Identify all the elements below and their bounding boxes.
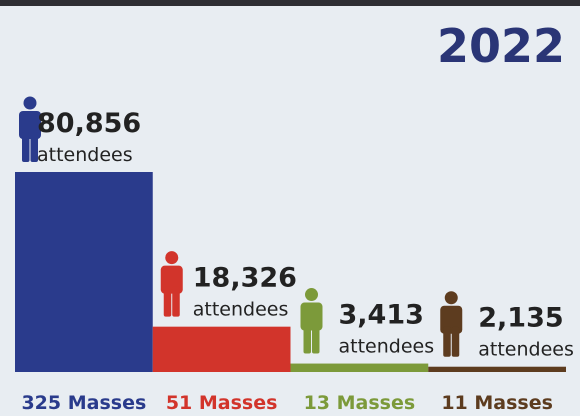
bar [15,172,153,372]
top-band [0,0,580,6]
bar [428,366,566,372]
icon-leg [451,326,460,357]
value-label: 18,326 [193,263,297,294]
unit-label: attendees [37,144,133,166]
icon-head [23,96,37,110]
value-label: 80,856 [37,108,141,139]
icon-head [305,288,318,302]
person-icon [300,288,323,354]
icon-leg [443,326,451,357]
icon-leg [172,286,180,317]
unit-label: attendees [339,336,435,358]
icon-head [444,291,458,305]
category-label: 13 Masses [304,392,416,414]
unit-label: attendees [193,299,289,321]
unit-label: attendees [478,339,574,361]
icon-leg [163,286,172,317]
bar [152,326,291,372]
category-label: 11 Masses [441,392,553,414]
person-icon [160,251,183,317]
icon-leg [303,323,311,354]
category-label: 51 Masses [166,392,278,414]
icon-leg [312,323,320,354]
category-label: 325 Masses [21,392,146,414]
value-label: 2,135 [478,303,563,334]
person-icon [19,96,41,162]
bar [290,363,429,372]
icon-head [165,251,179,265]
chart-title: 2022 [437,19,565,73]
icon-leg [22,132,30,162]
person-icon [440,291,463,357]
icon-leg [30,132,38,162]
value-label: 3,413 [339,300,424,331]
